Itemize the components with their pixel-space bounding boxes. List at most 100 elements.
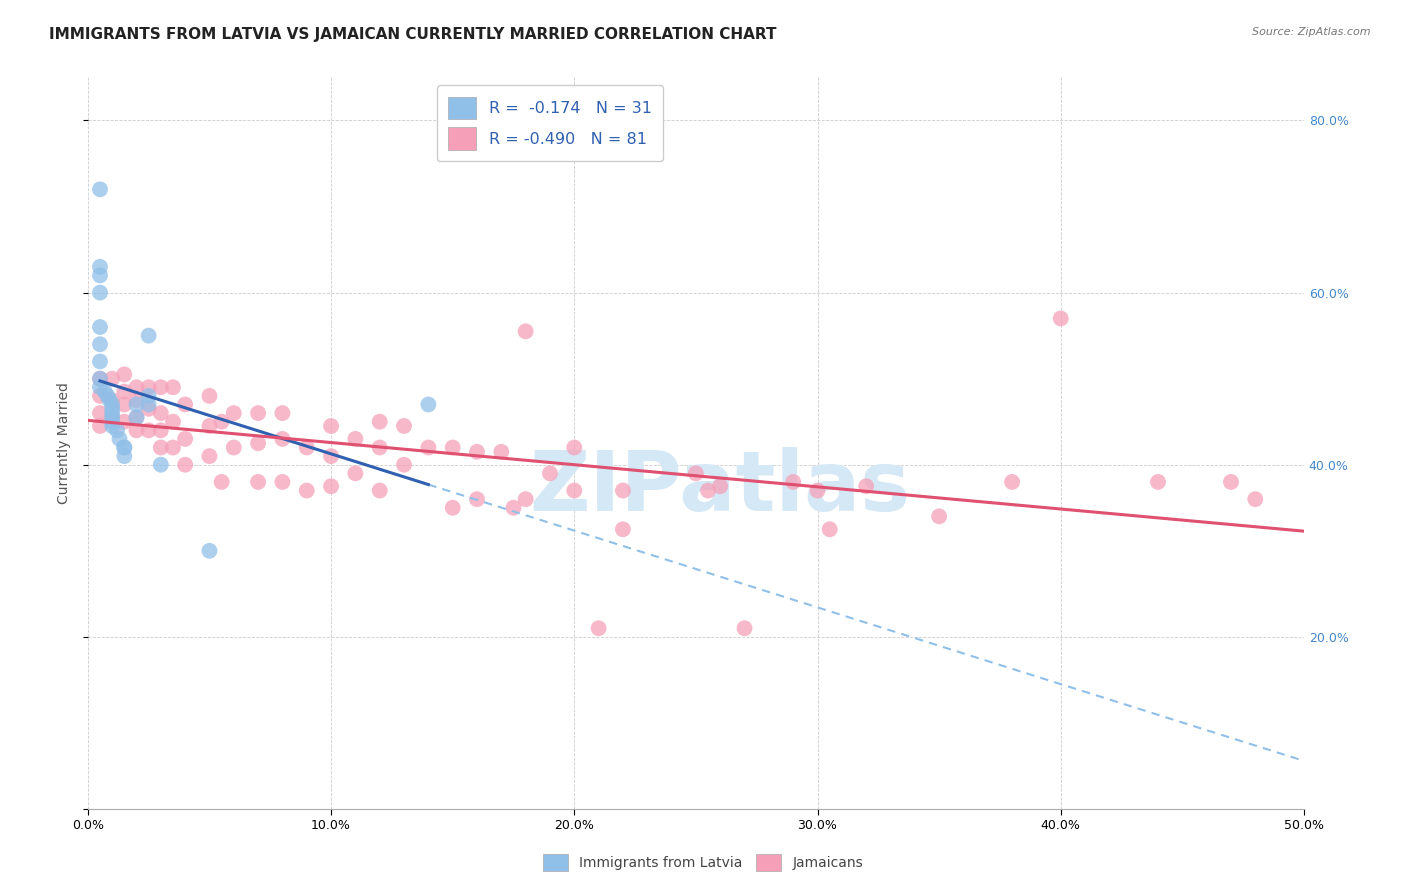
Point bbox=[271, 475, 294, 489]
Point bbox=[319, 479, 342, 493]
Legend: Immigrants from Latvia, Jamaicans: Immigrants from Latvia, Jamaicans bbox=[537, 848, 869, 876]
Point bbox=[515, 324, 537, 338]
Point bbox=[247, 406, 270, 420]
Point bbox=[368, 441, 391, 455]
Point bbox=[612, 522, 634, 536]
Point bbox=[162, 380, 184, 394]
Point bbox=[125, 410, 148, 425]
Point bbox=[465, 445, 488, 459]
Point bbox=[112, 449, 135, 463]
Point bbox=[138, 401, 160, 416]
Point bbox=[101, 406, 124, 420]
Point bbox=[96, 389, 118, 403]
Point bbox=[94, 384, 117, 399]
Point bbox=[162, 415, 184, 429]
Point bbox=[89, 406, 111, 420]
Point bbox=[101, 410, 124, 425]
Point bbox=[112, 415, 135, 429]
Point bbox=[562, 483, 585, 498]
Point bbox=[89, 354, 111, 368]
Point bbox=[319, 449, 342, 463]
Text: Source: ZipAtlas.com: Source: ZipAtlas.com bbox=[1253, 27, 1371, 37]
Point bbox=[441, 500, 464, 515]
Point bbox=[112, 397, 135, 411]
Point bbox=[295, 441, 318, 455]
Point bbox=[928, 509, 950, 524]
Point bbox=[491, 445, 513, 459]
Point bbox=[112, 368, 135, 382]
Point bbox=[515, 492, 537, 507]
Point bbox=[392, 458, 415, 472]
Point bbox=[89, 268, 111, 283]
Point bbox=[149, 406, 172, 420]
Point bbox=[418, 397, 440, 411]
Point bbox=[89, 260, 111, 274]
Point bbox=[101, 419, 124, 434]
Point bbox=[101, 415, 124, 429]
Point bbox=[855, 479, 877, 493]
Text: IMMIGRANTS FROM LATVIA VS JAMAICAN CURRENTLY MARRIED CORRELATION CHART: IMMIGRANTS FROM LATVIA VS JAMAICAN CURRE… bbox=[49, 27, 776, 42]
Point bbox=[734, 621, 756, 635]
Point bbox=[818, 522, 841, 536]
Point bbox=[138, 397, 160, 411]
Point bbox=[295, 483, 318, 498]
Point bbox=[222, 406, 245, 420]
Y-axis label: Currently Married: Currently Married bbox=[58, 383, 72, 504]
Point bbox=[392, 419, 415, 434]
Point bbox=[101, 397, 124, 411]
Point bbox=[1244, 492, 1267, 507]
Point bbox=[89, 320, 111, 334]
Point bbox=[149, 458, 172, 472]
Point bbox=[697, 483, 720, 498]
Point bbox=[685, 467, 707, 481]
Point bbox=[418, 441, 440, 455]
Point bbox=[368, 483, 391, 498]
Point bbox=[612, 483, 634, 498]
Point bbox=[125, 423, 148, 437]
Point bbox=[271, 406, 294, 420]
Point bbox=[112, 384, 135, 399]
Point bbox=[198, 389, 221, 403]
Point bbox=[125, 393, 148, 408]
Point bbox=[247, 475, 270, 489]
Point bbox=[138, 423, 160, 437]
Point bbox=[101, 401, 124, 416]
Point bbox=[806, 483, 828, 498]
Point bbox=[1147, 475, 1170, 489]
Point bbox=[162, 441, 184, 455]
Point bbox=[98, 393, 121, 408]
Point bbox=[538, 467, 561, 481]
Point bbox=[502, 500, 524, 515]
Point bbox=[441, 441, 464, 455]
Point bbox=[89, 285, 111, 300]
Point bbox=[125, 397, 148, 411]
Point bbox=[125, 410, 148, 425]
Legend: R =  -0.174   N = 31, R = -0.490   N = 81: R = -0.174 N = 31, R = -0.490 N = 81 bbox=[436, 86, 664, 161]
Point bbox=[89, 372, 111, 386]
Point bbox=[174, 397, 197, 411]
Point bbox=[562, 441, 585, 455]
Point bbox=[89, 337, 111, 351]
Point bbox=[588, 621, 610, 635]
Point bbox=[112, 441, 135, 455]
Point bbox=[319, 419, 342, 434]
Point bbox=[108, 432, 131, 446]
Point bbox=[247, 436, 270, 450]
Point bbox=[101, 372, 124, 386]
Point bbox=[174, 458, 197, 472]
Point bbox=[465, 492, 488, 507]
Point bbox=[211, 475, 233, 489]
Point bbox=[138, 380, 160, 394]
Point bbox=[174, 432, 197, 446]
Point bbox=[709, 479, 731, 493]
Point bbox=[101, 410, 124, 425]
Point bbox=[89, 380, 111, 394]
Point bbox=[112, 441, 135, 455]
Point bbox=[782, 475, 804, 489]
Point bbox=[222, 441, 245, 455]
Point bbox=[198, 419, 221, 434]
Point bbox=[138, 389, 160, 403]
Point bbox=[149, 441, 172, 455]
Point bbox=[211, 415, 233, 429]
Point bbox=[344, 432, 367, 446]
